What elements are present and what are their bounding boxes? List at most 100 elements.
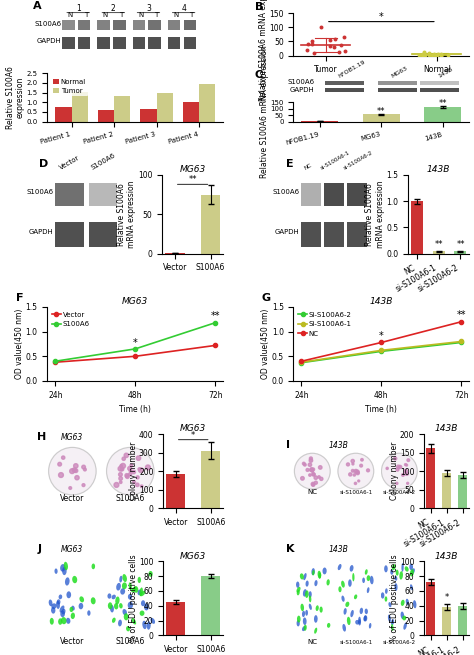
Bar: [347, 183, 367, 206]
Ellipse shape: [365, 608, 368, 614]
Text: 143B: 143B: [328, 546, 348, 555]
Circle shape: [118, 466, 123, 471]
Circle shape: [312, 468, 315, 471]
Ellipse shape: [87, 610, 91, 616]
Bar: [301, 183, 321, 206]
Ellipse shape: [128, 594, 132, 600]
Circle shape: [351, 459, 355, 462]
Ellipse shape: [402, 616, 406, 620]
Y-axis label: Relative S100A6
mRNA expression: Relative S100A6 mRNA expression: [117, 181, 137, 248]
Text: **: **: [435, 240, 443, 250]
Text: S100A6: S100A6: [27, 189, 54, 195]
Circle shape: [309, 474, 311, 476]
Ellipse shape: [65, 577, 70, 586]
Circle shape: [140, 485, 143, 487]
Bar: [140, 109, 156, 122]
Ellipse shape: [381, 592, 384, 599]
Circle shape: [404, 469, 407, 473]
Point: [303, 45, 310, 55]
Point: [425, 49, 432, 60]
Circle shape: [138, 468, 141, 470]
Ellipse shape: [322, 567, 327, 574]
Ellipse shape: [120, 588, 125, 595]
Ellipse shape: [60, 564, 65, 572]
Ellipse shape: [365, 569, 368, 574]
Circle shape: [119, 481, 122, 483]
Ellipse shape: [411, 569, 415, 574]
Ellipse shape: [394, 583, 398, 591]
Ellipse shape: [338, 586, 342, 592]
Bar: [98, 20, 110, 30]
Bar: [411, 201, 423, 253]
Bar: [426, 582, 435, 635]
Text: si-S100A6-2: si-S100A6-2: [343, 150, 374, 171]
Point: [310, 48, 318, 58]
Ellipse shape: [364, 615, 367, 622]
Point: [415, 50, 422, 61]
Text: MG63: MG63: [61, 433, 83, 442]
Si-S100A6-1: [299, 358, 304, 366]
Text: E: E: [285, 159, 293, 169]
Ellipse shape: [51, 603, 56, 609]
Circle shape: [338, 453, 374, 489]
Text: **: **: [377, 107, 386, 115]
Ellipse shape: [119, 603, 123, 608]
Ellipse shape: [150, 618, 155, 624]
Circle shape: [399, 466, 402, 468]
Bar: [324, 183, 344, 206]
Ellipse shape: [347, 617, 351, 625]
Ellipse shape: [312, 570, 315, 575]
Circle shape: [302, 462, 305, 465]
Text: Vector: Vector: [60, 637, 84, 646]
Ellipse shape: [309, 595, 311, 603]
Point: [420, 47, 428, 58]
Circle shape: [318, 476, 320, 478]
Ellipse shape: [302, 610, 305, 617]
Circle shape: [407, 482, 409, 484]
Text: **: **: [456, 310, 466, 320]
Circle shape: [310, 469, 312, 471]
Ellipse shape: [346, 602, 349, 607]
Bar: [458, 475, 467, 508]
Ellipse shape: [388, 614, 391, 622]
Circle shape: [366, 469, 370, 472]
Bar: [442, 473, 451, 508]
Circle shape: [58, 462, 62, 466]
Y-axis label: Relative S100A6 mRNA expression: Relative S100A6 mRNA expression: [259, 0, 268, 101]
Circle shape: [306, 468, 309, 472]
Bar: [166, 602, 185, 635]
Ellipse shape: [401, 600, 405, 606]
Si-S100A6-2: [379, 347, 384, 355]
Ellipse shape: [114, 603, 118, 609]
Circle shape: [136, 456, 141, 460]
Ellipse shape: [60, 610, 65, 617]
Circle shape: [319, 466, 322, 469]
Point: [425, 49, 432, 60]
Bar: [78, 20, 91, 30]
Circle shape: [128, 473, 132, 476]
Circle shape: [406, 464, 408, 466]
Text: J: J: [37, 544, 41, 555]
Point: [326, 41, 334, 51]
Ellipse shape: [62, 567, 67, 575]
Ellipse shape: [55, 569, 58, 574]
Point: [438, 50, 445, 61]
Ellipse shape: [49, 599, 53, 607]
Ellipse shape: [413, 600, 417, 608]
Bar: [201, 195, 220, 253]
Title: MG63: MG63: [180, 165, 206, 174]
Circle shape: [128, 466, 132, 470]
Vector: [53, 358, 58, 366]
Text: 143B: 143B: [328, 441, 348, 450]
Legend: Normal, Tumor: Normal, Tumor: [51, 77, 88, 96]
Bar: [72, 92, 88, 122]
Circle shape: [120, 463, 126, 468]
Ellipse shape: [401, 563, 404, 572]
Bar: [201, 451, 220, 508]
Text: I: I: [286, 440, 290, 450]
Ellipse shape: [311, 568, 315, 575]
Point: [309, 36, 316, 47]
Bar: [183, 37, 196, 49]
Circle shape: [132, 470, 136, 474]
Ellipse shape: [360, 608, 363, 614]
